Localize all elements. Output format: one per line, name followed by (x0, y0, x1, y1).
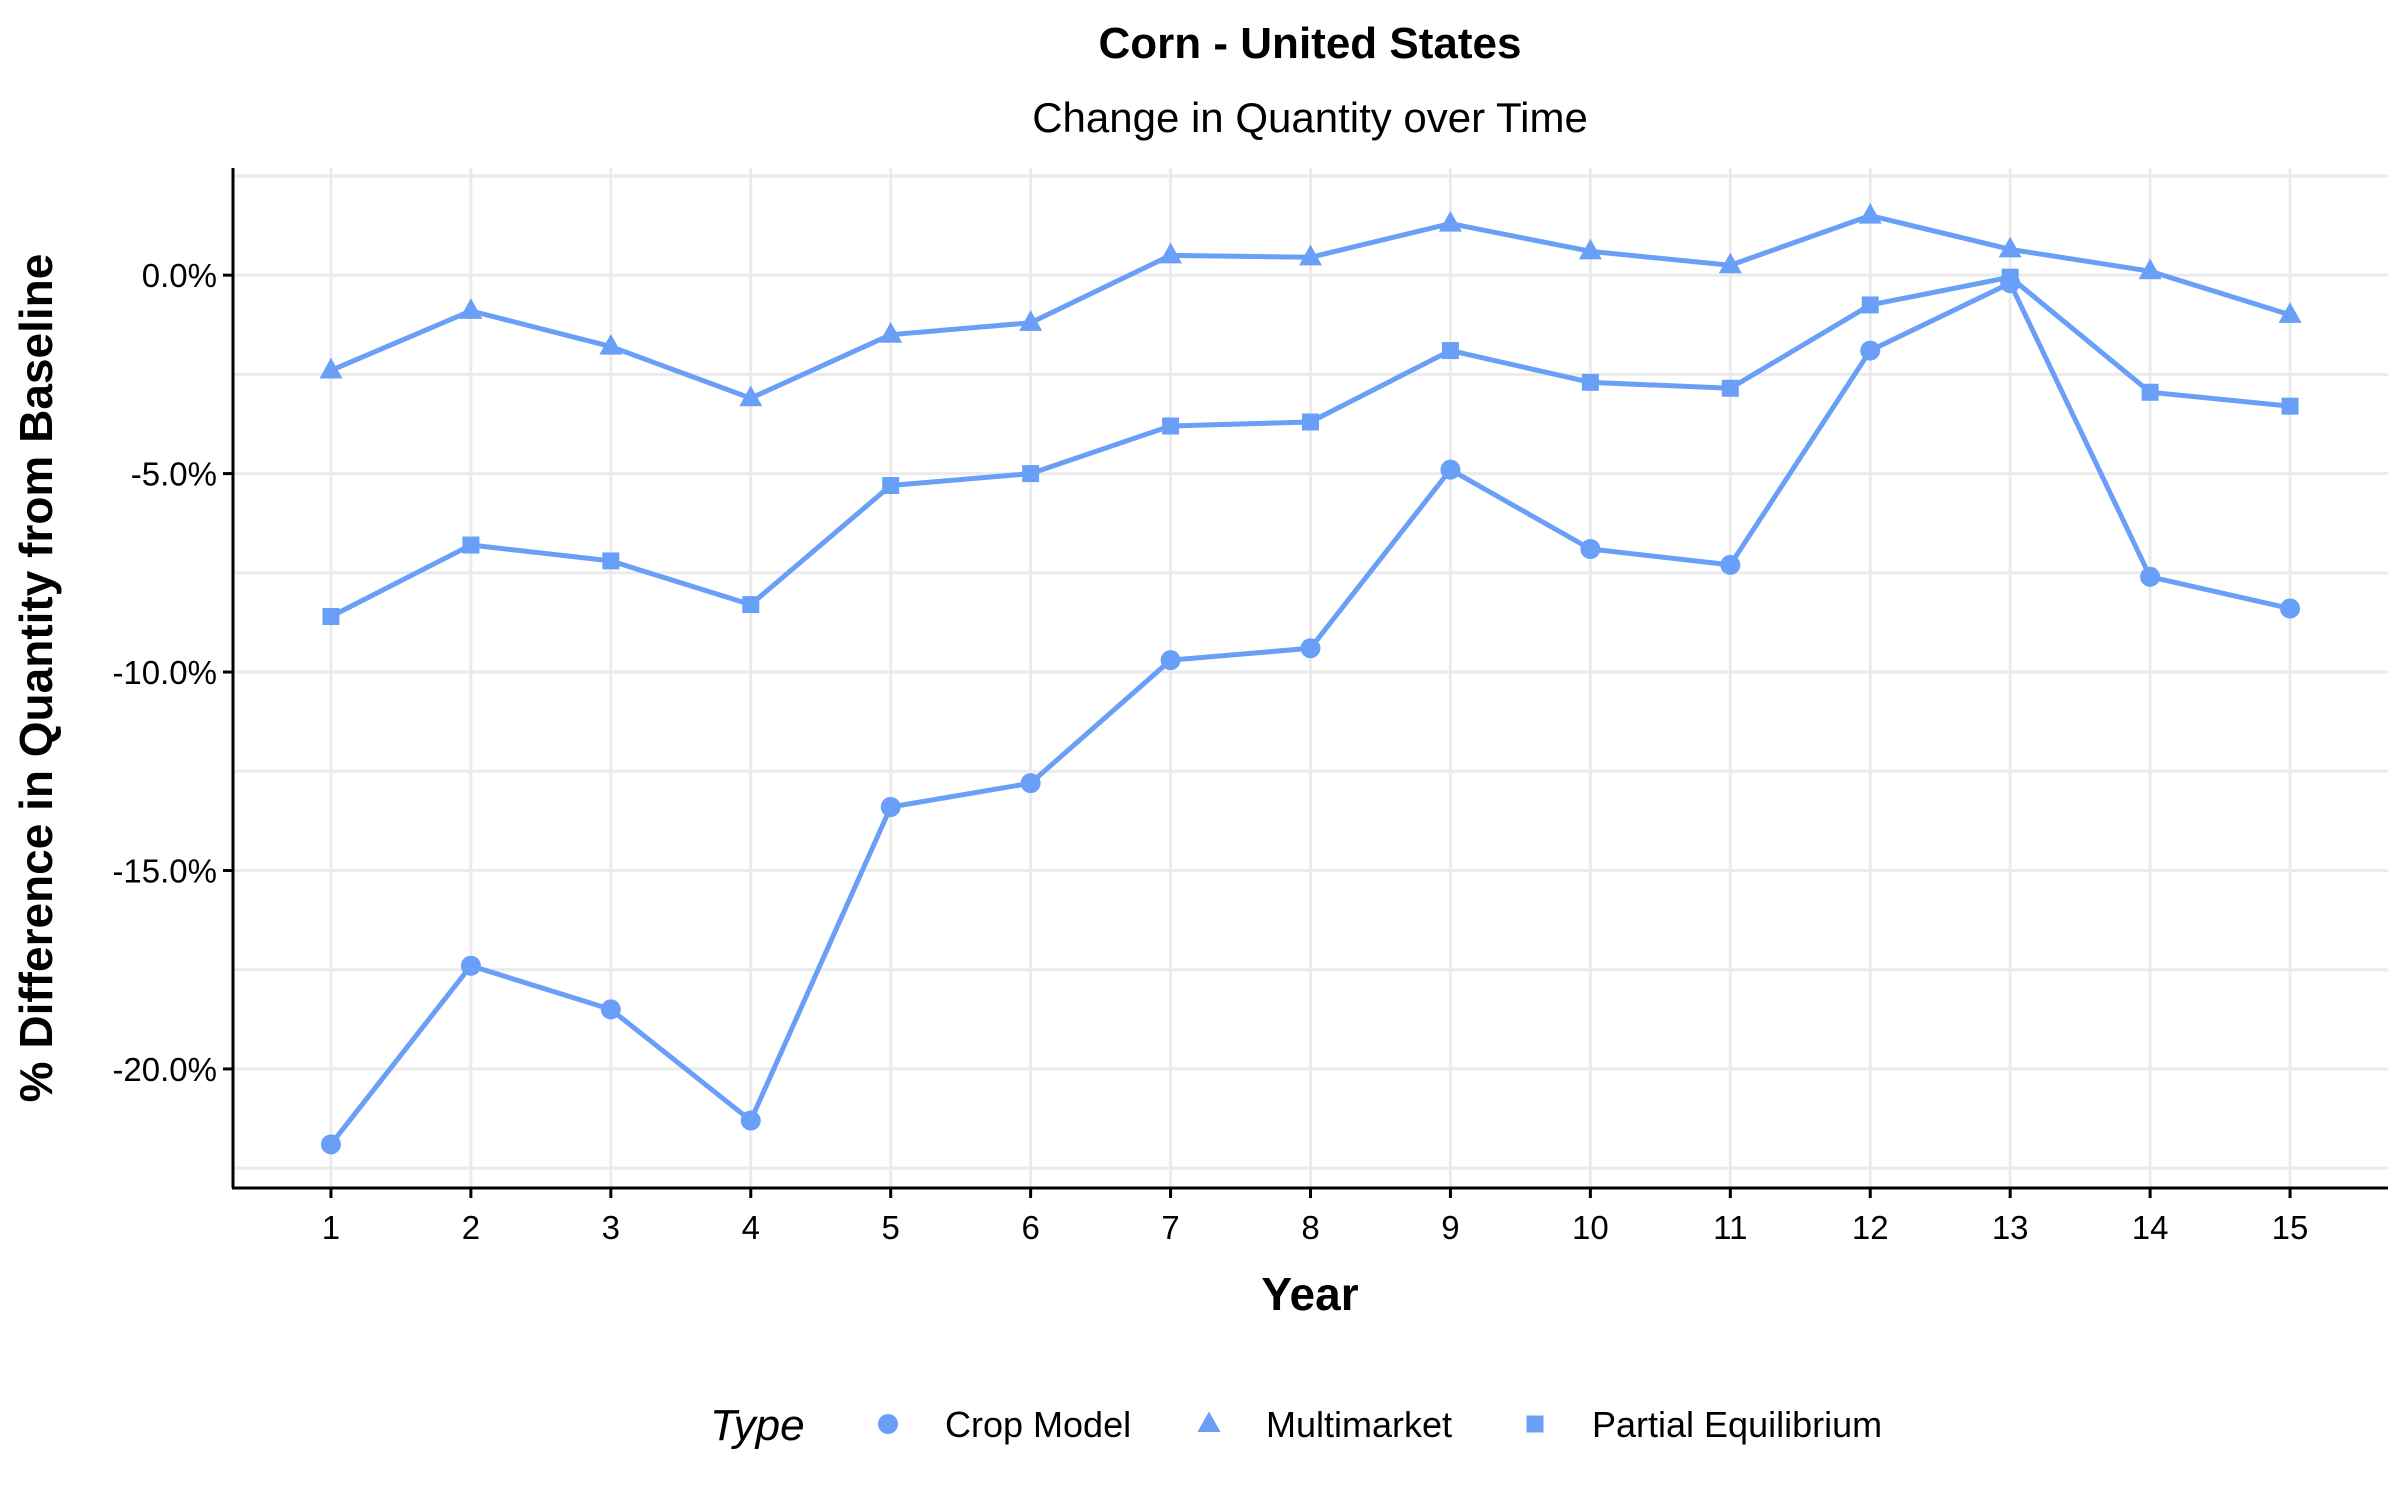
point-multimarket (879, 322, 903, 343)
point-partial-equilibrium (1581, 373, 1599, 391)
x-tick-label: 11 (1713, 1209, 1747, 1246)
point-partial-equilibrium (1721, 379, 1739, 397)
x-tick-label: 6 (1021, 1209, 1039, 1246)
point-crop-model (460, 955, 481, 976)
legend-item-crop-model: Crop Model (878, 1404, 1131, 1445)
point-partial-equilibrium (1162, 417, 1180, 435)
x-tick-label: 13 (1992, 1209, 2029, 1246)
point-partial-equilibrium (1302, 413, 1319, 431)
point-multimarket (1998, 236, 2022, 258)
point-partial-equilibrium (2141, 383, 2159, 401)
point-partial-equilibrium (1022, 465, 1040, 483)
x-tick-label: 5 (882, 1209, 900, 1246)
point-crop-model (1440, 459, 1461, 480)
point-partial-equilibrium (1861, 296, 1879, 314)
point-crop-model (600, 999, 621, 1020)
point-multimarket (599, 333, 623, 355)
legend: Type Crop Model Multimarket Partial Equili… (710, 1401, 1882, 1450)
x-tick-label: 2 (462, 1209, 480, 1246)
legend-label: Partial Equilibrium (1592, 1404, 1882, 1445)
point-crop-model (2280, 598, 2301, 619)
y-tick-label: -10.0% (112, 654, 217, 691)
point-multimarket (459, 298, 483, 319)
point-crop-model (2140, 566, 2161, 587)
x-tick-label: 15 (2272, 1209, 2309, 1246)
legend-title: Type (710, 1401, 805, 1450)
series-partial-equilibrium (322, 268, 2299, 625)
y-axis-ticks: 0.0% -5.0% -10.0% -15.0% -20.0% (112, 257, 233, 1088)
point-multimarket (1718, 252, 1742, 274)
point-partial-equilibrium (1441, 342, 1459, 360)
point-crop-model (1720, 554, 1741, 575)
point-partial-equilibrium (602, 552, 620, 570)
y-tick-label: -20.0% (112, 1051, 217, 1088)
y-axis-title: % Difference in Quantity from Baseline (10, 254, 62, 1103)
legend-item-partial-equilibrium: Partial Equilibrium (1526, 1404, 1882, 1445)
point-crop-model (1160, 650, 1181, 671)
x-tick-label: 1 (322, 1209, 340, 1246)
legend-label: Crop Model (945, 1404, 1131, 1445)
point-partial-equilibrium (322, 607, 340, 625)
point-crop-model (880, 796, 901, 817)
x-tick-label: 3 (602, 1209, 620, 1246)
point-partial-equilibrium (882, 477, 900, 495)
point-partial-equilibrium (462, 536, 480, 554)
legend-label: Multimarket (1266, 1404, 1452, 1445)
x-tick-label: 8 (1301, 1209, 1319, 1246)
point-crop-model (1860, 340, 1881, 361)
point-multimarket (739, 385, 763, 407)
point-multimarket (319, 357, 343, 379)
series-layer (319, 202, 2302, 1155)
point-multimarket (1438, 210, 1462, 232)
x-tick-label: 7 (1161, 1209, 1179, 1246)
x-tick-label: 14 (2132, 1209, 2169, 1246)
x-tick-label: 9 (1441, 1209, 1459, 1246)
x-axis-title: Year (1261, 1268, 1358, 1320)
x-tick-label: 12 (1852, 1209, 1889, 1246)
point-crop-model (320, 1134, 341, 1155)
chart-title: Corn - United States (1099, 19, 1522, 68)
point-multimarket (1578, 238, 1602, 260)
legend-key-crop-model (878, 1414, 898, 1434)
legend-key-multimarket (1197, 1411, 1221, 1433)
point-multimarket (1019, 310, 1043, 331)
point-crop-model (1580, 539, 1601, 560)
legend-item-multimarket: Multimarket (1197, 1404, 1452, 1445)
point-multimarket (1159, 242, 1183, 264)
series-multimarket (319, 202, 2302, 407)
point-crop-model (1300, 638, 1321, 659)
y-tick-label: 0.0% (142, 257, 217, 294)
point-crop-model (740, 1110, 761, 1131)
chart-subtitle: Change in Quantity over Time (1032, 94, 1588, 141)
y-tick-label: -15.0% (112, 852, 217, 889)
series-crop-model (320, 273, 2301, 1155)
point-partial-equilibrium (2001, 268, 2019, 286)
point-crop-model (1020, 773, 1041, 794)
point-partial-equilibrium (742, 596, 760, 614)
x-tick-label: 4 (742, 1209, 760, 1246)
point-multimarket (2278, 302, 2302, 323)
point-partial-equilibrium (2281, 397, 2299, 415)
y-tick-label: -5.0% (131, 456, 217, 493)
x-axis-ticks: 1 2 3 4 5 6 7 8 9 10 11 12 13 14 15 (322, 1188, 2309, 1246)
legend-key-partial-equilibrium (1526, 1415, 1544, 1433)
point-multimarket (1299, 244, 1322, 266)
x-tick-label: 10 (1572, 1209, 1609, 1246)
point-multimarket (2138, 258, 2162, 280)
point-multimarket (1858, 202, 1882, 224)
